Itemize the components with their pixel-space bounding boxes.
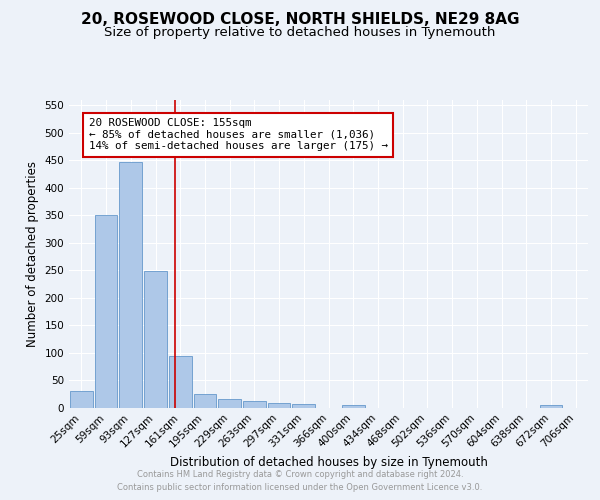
Y-axis label: Number of detached properties: Number of detached properties bbox=[26, 161, 39, 347]
Text: Size of property relative to detached houses in Tynemouth: Size of property relative to detached ho… bbox=[104, 26, 496, 39]
Bar bbox=[119, 162, 142, 408]
Bar bbox=[243, 401, 266, 407]
Bar bbox=[95, 216, 118, 408]
Bar bbox=[342, 405, 365, 407]
Bar bbox=[194, 394, 216, 407]
Bar bbox=[169, 356, 191, 408]
Bar bbox=[70, 391, 93, 407]
Text: Contains HM Land Registry data © Crown copyright and database right 2024.: Contains HM Land Registry data © Crown c… bbox=[137, 470, 463, 479]
Bar bbox=[218, 400, 241, 407]
Bar bbox=[144, 272, 167, 407]
Text: Contains public sector information licensed under the Open Government Licence v3: Contains public sector information licen… bbox=[118, 483, 482, 492]
Text: 20, ROSEWOOD CLOSE, NORTH SHIELDS, NE29 8AG: 20, ROSEWOOD CLOSE, NORTH SHIELDS, NE29 … bbox=[81, 12, 519, 28]
X-axis label: Distribution of detached houses by size in Tynemouth: Distribution of detached houses by size … bbox=[170, 456, 487, 469]
Bar bbox=[268, 403, 290, 407]
Bar bbox=[292, 404, 315, 407]
Bar bbox=[539, 406, 562, 407]
Text: 20 ROSEWOOD CLOSE: 155sqm
← 85% of detached houses are smaller (1,036)
14% of se: 20 ROSEWOOD CLOSE: 155sqm ← 85% of detac… bbox=[89, 118, 388, 152]
